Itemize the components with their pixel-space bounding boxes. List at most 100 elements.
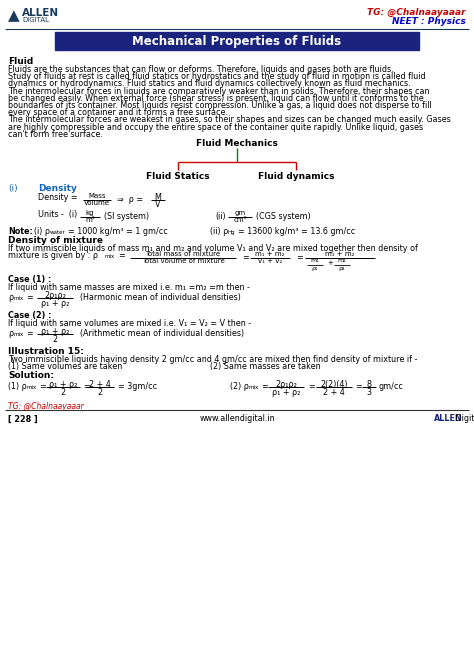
Text: (1) ρ: (1) ρ [8, 383, 27, 391]
Text: m₁ + m₂: m₁ + m₂ [255, 251, 285, 257]
Text: Note:: Note: [8, 227, 33, 236]
Text: =: = [26, 329, 33, 338]
Text: kg: kg [86, 210, 94, 216]
Text: ρ: ρ [8, 329, 13, 338]
Text: ρ₁ + ρ₂: ρ₁ + ρ₂ [49, 381, 77, 389]
Text: Two immiscible liquids having density 2 gm/cc and 4 gm/cc are mixed then find de: Two immiscible liquids having density 2 … [8, 355, 418, 364]
Text: If liquid with same masses are mixed i.e. m₁ =m₂ =m then -: If liquid with same masses are mixed i.e… [8, 283, 250, 292]
Text: mix: mix [14, 332, 24, 337]
Text: ⇒  ρ =: ⇒ ρ = [117, 195, 143, 204]
Text: m₂: m₂ [337, 258, 346, 263]
Text: 2: 2 [98, 389, 102, 397]
Text: mix: mix [14, 296, 24, 302]
Text: Fluid Statics: Fluid Statics [146, 172, 210, 181]
Text: (Harmonic mean of individual densities): (Harmonic mean of individual densities) [80, 293, 241, 302]
Text: (ii) ρ: (ii) ρ [210, 227, 228, 236]
Text: (SI system): (SI system) [104, 212, 149, 221]
Text: Fluid Mechanics: Fluid Mechanics [196, 139, 278, 148]
Text: If liquid with same volumes are mixed i.e. V₁ = V₂ = V then -: If liquid with same volumes are mixed i.… [8, 319, 251, 328]
Text: cm³: cm³ [233, 217, 246, 223]
Text: = 13600 kg/m³ = 13.6 gm/cc: = 13600 kg/m³ = 13.6 gm/cc [238, 227, 355, 236]
Text: Volume: Volume [84, 200, 110, 206]
Text: Fluid dynamics: Fluid dynamics [258, 172, 334, 181]
Text: Total volume of mixture: Total volume of mixture [142, 258, 224, 264]
Text: v₁ + v₂: v₁ + v₂ [258, 258, 282, 264]
Text: 2ρ₁ρ₂: 2ρ₁ρ₂ [275, 381, 297, 389]
Text: ALLEN: ALLEN [22, 8, 59, 18]
Text: Illustration 15:: Illustration 15: [8, 347, 84, 356]
Text: every space of a container and it forms a free surface.: every space of a container and it forms … [8, 108, 228, 117]
Text: =: = [39, 383, 46, 391]
Text: Solution:: Solution: [8, 371, 54, 381]
Text: Density =: Density = [38, 193, 78, 202]
Text: are highly compressible and occupy the entire space of the container quite rapid: are highly compressible and occupy the e… [8, 123, 423, 131]
Text: =: = [83, 383, 90, 391]
Text: gm/cc: gm/cc [379, 383, 404, 391]
Text: ρ₁ + ρ₂: ρ₁ + ρ₂ [41, 299, 69, 308]
Bar [55, 32, 419, 50]
Text: NEET : Physics: NEET : Physics [392, 17, 466, 26]
Text: water: water [50, 230, 66, 235]
Text: gm: gm [235, 210, 246, 216]
Text: Density: Density [38, 184, 77, 193]
Text: =: = [118, 251, 125, 260]
Text: mix: mix [27, 385, 37, 391]
Text: m₁ + m₂: m₁ + m₂ [325, 251, 355, 257]
Text: Digital: Digital [453, 415, 474, 423]
Text: =: = [26, 293, 33, 302]
Text: =: = [261, 383, 268, 391]
Text: DIGITAL: DIGITAL [22, 17, 49, 23]
Text: 2: 2 [53, 335, 57, 344]
Text: 8: 8 [366, 381, 372, 389]
Text: (i): (i) [8, 184, 18, 193]
Text: ρ: ρ [8, 293, 13, 302]
Text: (i) ρ: (i) ρ [34, 227, 50, 236]
Text: www.allendigital.in: www.allendigital.in [199, 415, 275, 423]
Text: Units -  (i): Units - (i) [38, 210, 77, 219]
Text: =: = [308, 383, 315, 391]
Text: m³: m³ [85, 217, 95, 223]
Text: ρ₂: ρ₂ [339, 266, 345, 271]
Text: be changed easily. When external force (shear stress) is present, liquid can flo: be changed easily. When external force (… [8, 94, 424, 103]
Text: ALLEN: ALLEN [434, 415, 463, 423]
Text: 2: 2 [61, 389, 65, 397]
Text: Fluids are the substances that can flow or deforms. Therefore, liquids and gases: Fluids are the substances that can flow … [8, 65, 393, 74]
Text: = 3gm/cc: = 3gm/cc [118, 383, 157, 391]
Text: The intermolecular forces in liquids are comparatively weaker than in solids. Th: The intermolecular forces in liquids are… [8, 86, 429, 96]
Text: (ii): (ii) [215, 212, 226, 221]
Text: ρ₁ + ρ₂: ρ₁ + ρ₂ [272, 389, 300, 397]
Text: ρ₁ + ρ₂: ρ₁ + ρ₂ [41, 327, 69, 336]
Text: mix: mix [105, 254, 115, 259]
Text: mixture is given by : ρ: mixture is given by : ρ [8, 251, 98, 260]
Text: Mass: Mass [88, 193, 106, 199]
Text: (2) Same masses are taken: (2) Same masses are taken [210, 362, 320, 371]
Text: ρ₁: ρ₁ [312, 266, 318, 271]
Text: +: + [327, 260, 333, 266]
Text: can't form free surface.: can't form free surface. [8, 130, 103, 139]
Text: Study of fluids at rest is called fluid statics or hydrostatics and the study of: Study of fluids at rest is called fluid … [8, 72, 426, 81]
Text: Case (1) :: Case (1) : [8, 275, 51, 284]
Text: Hg: Hg [228, 230, 236, 235]
Text: 3: 3 [366, 389, 372, 397]
Text: TG: @Chalnaayaaar: TG: @Chalnaayaaar [8, 403, 84, 411]
Text: Density of mixture: Density of mixture [8, 236, 103, 245]
Text: M: M [155, 193, 162, 202]
Text: If two immiscible liquids of mass m₁ and m₂ and volume V₁ and V₂ are mixed toget: If two immiscible liquids of mass m₁ and… [8, 244, 418, 253]
Text: =: = [355, 383, 362, 391]
Text: Case (2) :: Case (2) : [8, 311, 51, 320]
Text: =: = [296, 253, 303, 262]
Text: mix: mix [249, 385, 259, 391]
Text: Total mass of mixture: Total mass of mixture [146, 251, 220, 257]
Text: dynamics or hydrodynamics. Fluid statics and fluid dynamics collectively known a: dynamics or hydrodynamics. Fluid statics… [8, 80, 410, 88]
Text: 2(2)(4): 2(2)(4) [320, 381, 348, 389]
Text: m₁: m₁ [310, 258, 319, 263]
Text: (Arithmetic mean of individual densities): (Arithmetic mean of individual densities… [80, 329, 244, 338]
Text: Mechanical Properties of Fluids: Mechanical Properties of Fluids [132, 34, 342, 48]
Text: TG: @Chalnaayaaar: TG: @Chalnaayaaar [367, 8, 466, 17]
Text: (1) Same volumes are taken: (1) Same volumes are taken [8, 362, 122, 371]
Text: [ 228 ]: [ 228 ] [8, 415, 38, 423]
Text: boundaries of its container. Most liquids resist compression. Unlike a gas, a li: boundaries of its container. Most liquid… [8, 101, 432, 110]
Text: The intermolecular forces are weakest in gases, so their shapes and sizes can be: The intermolecular forces are weakest in… [8, 115, 451, 125]
Text: 2 + 4: 2 + 4 [89, 381, 111, 389]
Text: Fluid: Fluid [8, 57, 33, 66]
